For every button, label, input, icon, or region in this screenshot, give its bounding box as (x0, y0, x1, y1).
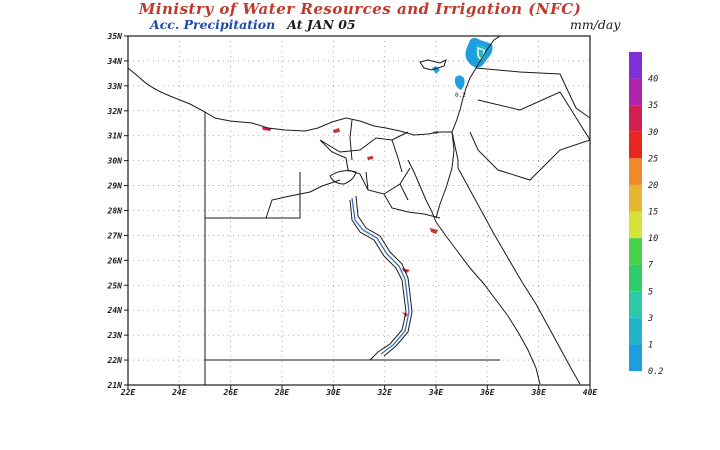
legend-label: 7 (648, 261, 654, 271)
nile-river (351, 197, 410, 355)
lat-label: 23N (107, 331, 123, 340)
lon-label: 24E (171, 388, 187, 397)
precip-dot-red2 (367, 156, 373, 160)
libya-inner-border (205, 172, 301, 219)
lat-label: 34N (107, 57, 123, 66)
red-sea-east-coast (457, 167, 581, 385)
legend-label: 20 (648, 181, 658, 191)
longitude-labels: 22E 24E 26E 28E 30E 32E 34E 36E 38E 40E (120, 388, 598, 397)
legend-label: 15 (648, 208, 658, 218)
legend-swatch (629, 344, 642, 371)
latitude-labels: 35N 34N 33N 32N 31N 30N 29N 28N 27N 26N 25N 24N 23N 2… (107, 32, 123, 390)
legend-label: 3 (647, 314, 653, 324)
subtitle-label: Acc. Precipitation (150, 17, 276, 32)
red-sea-west-coast (435, 221, 541, 385)
coastlines-and-borders (127, 35, 591, 385)
legend-swatch (629, 238, 642, 265)
lat-label: 21N (107, 381, 123, 390)
legend-label: 5 (648, 287, 653, 297)
precip-dot-red1 (333, 128, 340, 133)
legend-swatch (629, 105, 642, 132)
levant-coastline (451, 35, 501, 133)
lon-label: 26E (222, 388, 238, 397)
nile-west (349, 199, 407, 361)
lon-label: 38E (530, 388, 546, 397)
grid-lines (128, 36, 590, 385)
precip-dot-red4 (430, 228, 438, 234)
lon-label: 28E (274, 388, 290, 397)
legend-label: 0.2 (648, 367, 663, 377)
precip-area-coast (455, 75, 465, 90)
legend-label: 1 (648, 340, 653, 350)
lat-label: 32N (107, 107, 123, 116)
lat-label: 22N (107, 356, 123, 365)
north-africa-coastline (127, 67, 452, 136)
legend-label: 35 (647, 101, 658, 111)
lat-label: 30N (107, 157, 123, 166)
axis-ticks (124, 35, 591, 389)
map-subtitle: Acc. Precipitation At JAN 05 (150, 17, 356, 32)
lon-label: 22E (120, 388, 136, 397)
legend-swatch (629, 291, 642, 318)
units-label: mm/day (570, 17, 621, 32)
syria-border (475, 67, 591, 119)
lon-label: 40E (583, 388, 598, 397)
legend-swatch (629, 264, 642, 292)
legend-swatch (629, 211, 642, 239)
lat-label: 25N (107, 281, 123, 290)
legend-swatch (629, 317, 642, 345)
legend-label: 10 (648, 234, 658, 244)
lat-label: 24N (107, 306, 123, 315)
precipitation-areas (262, 38, 493, 317)
lat-label: 31N (107, 132, 123, 141)
lon-label: 30E (325, 388, 341, 397)
lon-label: 32E (376, 388, 392, 397)
legend-label: 30 (647, 128, 658, 138)
legend-swatch (629, 184, 642, 212)
legend-swatch (629, 131, 642, 159)
legend-label: 25 (648, 154, 658, 164)
map-date: At JAN 05 (287, 17, 356, 32)
jordan-border (469, 91, 591, 181)
nile-east (355, 195, 413, 357)
egypt-sinai-border (451, 131, 459, 168)
governorates (265, 119, 441, 219)
lat-label: 35N (107, 32, 123, 41)
legend-swatch (629, 78, 642, 106)
lon-label: 36E (479, 388, 495, 397)
legend-swatch (629, 52, 642, 79)
lat-label: 26N (107, 256, 123, 265)
legend-swatch (629, 158, 642, 185)
cyprus-outline (419, 59, 447, 71)
map-title: Ministry of Water Resources and Irrigati… (138, 0, 582, 18)
contour-label: 0.2 (455, 92, 466, 99)
lat-label: 27N (107, 231, 123, 240)
gulf-of-aqaba (435, 131, 455, 219)
fayoum-lake (329, 170, 357, 185)
legend-label: 40 (648, 75, 658, 85)
lat-label: 28N (107, 207, 123, 216)
gulf-of-suez (407, 159, 437, 223)
map-annotations: 0.2 (455, 92, 466, 99)
lat-label: 33N (107, 82, 123, 91)
lat-label: 29N (107, 182, 123, 191)
lon-label: 34E (428, 388, 444, 397)
